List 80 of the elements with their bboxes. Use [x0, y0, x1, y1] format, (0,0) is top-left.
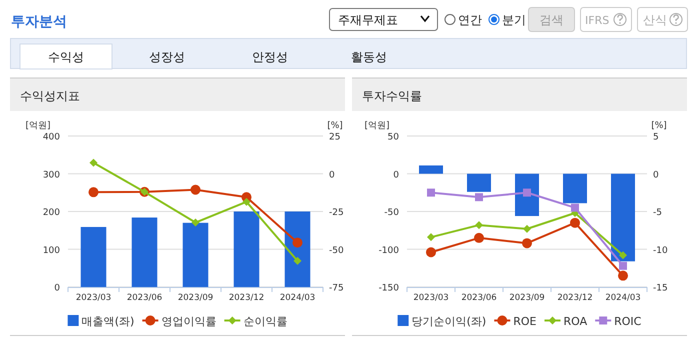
y-tick-label: -100 — [378, 246, 400, 256]
point — [571, 204, 579, 212]
y2-tick-label: 0 — [329, 170, 335, 180]
text: 검색 — [540, 13, 564, 27]
y-tick-label: 0 — [54, 284, 60, 294]
x-tick-label: 2024/03 — [280, 293, 316, 303]
x-tick-label: 2023/12 — [228, 293, 264, 303]
bar — [234, 212, 260, 287]
point — [475, 221, 483, 230]
y-tick-label: 100 — [42, 246, 60, 256]
y2-axis-title: [%] — [651, 121, 667, 131]
bar — [284, 212, 310, 287]
y-tick-label: -50 — [384, 208, 400, 218]
y-tick-label: 0 — [393, 170, 400, 180]
y-axis-title: [억원] — [25, 121, 51, 131]
text: 안정성 — [252, 50, 288, 64]
point — [242, 198, 250, 206]
legend-label: 매출액(좌) — [82, 315, 134, 328]
x-tick-label: 2023/12 — [557, 293, 593, 303]
point — [427, 233, 435, 242]
y-tick-label: 50 — [388, 132, 400, 142]
point — [292, 238, 302, 248]
y-tick-label: -150 — [378, 284, 400, 294]
x-tick-label: 2023/03 — [76, 293, 112, 303]
point — [522, 238, 532, 248]
point — [90, 158, 98, 167]
text: 활동성 — [351, 50, 387, 64]
y-tick-label: 200 — [42, 208, 60, 218]
point — [294, 256, 302, 265]
y-tick-label: 300 — [42, 170, 60, 180]
point — [427, 188, 435, 197]
point — [192, 218, 200, 227]
text: 산식 — [643, 13, 667, 27]
chart-title: 투자수익률 — [362, 89, 422, 103]
legend-label: 영업이익률 — [161, 315, 216, 328]
y2-tick-label: -25 — [329, 208, 344, 218]
bar — [182, 222, 208, 287]
point — [523, 224, 531, 233]
x-tick-label: 2023/03 — [413, 293, 449, 303]
point — [474, 232, 484, 243]
y2-tick-label: 0 — [653, 170, 659, 180]
y-tick-label: 400 — [42, 132, 60, 142]
x-tick-label: 2023/06 — [461, 293, 497, 303]
y2-tick-label: 25 — [329, 132, 340, 142]
text: IFRS — [585, 14, 610, 27]
text: 투자분석 — [11, 14, 67, 30]
text: 주재무제표 — [338, 13, 398, 27]
y2-tick-label: 5 — [653, 132, 659, 142]
x-tick-label: 2023/09 — [178, 293, 214, 303]
point — [523, 188, 531, 197]
y2-tick-label: -15 — [653, 284, 668, 294]
text: 성장성 — [149, 50, 185, 64]
y2-tick-label: -75 — [329, 284, 344, 294]
bar — [132, 218, 158, 287]
y2-tick-label: -10 — [653, 246, 668, 256]
point — [475, 193, 483, 202]
point — [618, 270, 628, 281]
y2-tick-label: -50 — [329, 246, 344, 256]
chart-title: 수익성지표 — [20, 89, 80, 103]
legend-label: ROE — [513, 315, 537, 328]
text: 수익성 — [48, 50, 84, 64]
point — [426, 247, 436, 258]
bar — [80, 226, 106, 287]
legend-label: 당기순이익(좌) — [412, 315, 486, 328]
x-tick-label: 2023/09 — [509, 293, 545, 303]
text: 연간 — [458, 13, 482, 27]
x-tick-label: 2023/06 — [126, 293, 162, 303]
legend-label: ROIC — [614, 315, 642, 328]
legend-label: ROA — [563, 315, 588, 328]
y2-axis-title: [%] — [327, 121, 343, 131]
legend-label: 순이익률 — [243, 315, 288, 328]
point — [570, 218, 580, 228]
y-axis-title: [억원] — [364, 121, 390, 131]
x-tick-label: 2024/03 — [605, 293, 641, 303]
point — [190, 184, 200, 195]
text: 분기 — [502, 13, 526, 27]
y2-tick-label: -5 — [653, 208, 662, 218]
point — [619, 262, 627, 270]
point — [619, 251, 627, 260]
point — [88, 187, 98, 198]
